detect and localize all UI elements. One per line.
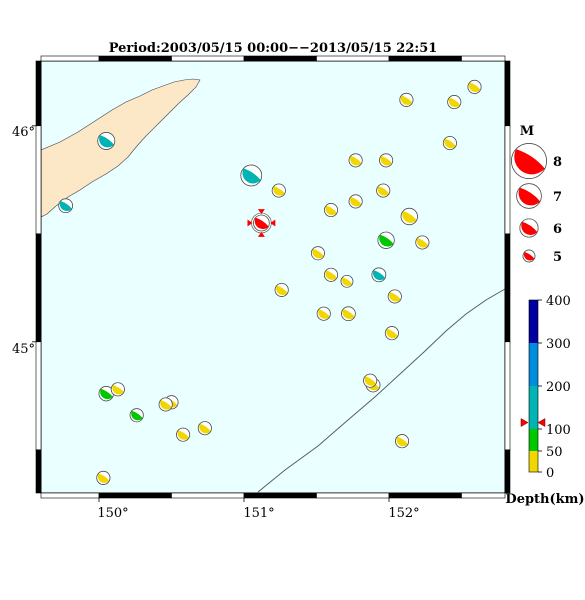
event-marker [442,136,457,151]
event-marker [310,246,325,261]
event-marker [447,95,462,110]
depth-tick-label: 0 [546,466,554,481]
event-marker [324,203,338,218]
event-marker [96,470,111,485]
main-event-beachball [253,214,270,232]
event-marker [376,183,391,198]
event-marker [377,231,395,249]
event-marker [371,267,387,283]
event-marker [400,207,418,226]
map-title: Period:2003/05/15 00:00−−2013/05/15 22:5… [109,41,438,56]
depth-tick-label: 300 [546,337,571,352]
depth-band [529,300,538,343]
event-marker [271,183,286,198]
event-marker [240,164,263,187]
event-marker [340,274,354,288]
event-marker [395,434,410,449]
event-marker [110,382,125,397]
event-marker [467,79,482,94]
map-frame [32,55,511,502]
depth-color-scale [529,299,542,473]
lon-tick-label: 150° [97,506,128,521]
event-marker [341,306,356,322]
event-marker [158,397,173,412]
lat-tick-label: 45° [12,342,35,357]
depth-tick-label: 400 [546,294,571,309]
magnitude-legend-label: 8 [553,155,562,170]
event-marker [316,306,331,321]
event-marker [348,153,363,168]
event-marker [58,198,73,214]
event-markers [58,79,482,485]
lon-tick-label: 152° [388,506,419,521]
lon-tick-label: 151° [243,506,274,521]
event-marker [348,194,363,209]
event-marker [363,373,378,388]
magnitude-legend-icon [511,143,547,179]
depth-band [529,429,538,451]
event-marker [379,153,394,168]
main-event-marker [247,209,276,237]
magnitude-legend-icon [519,218,539,238]
magnitude-legend-icon [516,183,542,209]
event-marker [97,132,116,150]
depth-tick-label: 50 [546,445,563,460]
event-marker [176,427,191,442]
magnitude-legend-label: 5 [553,250,562,265]
depth-marker-icon [520,418,546,427]
magnitude-legend-header: M [520,124,534,139]
depth-scale-label: Depth(km) [505,492,584,507]
event-marker [384,326,399,341]
magnitude-legend-icon [522,249,536,263]
event-marker [129,408,144,423]
event-marker [197,421,212,436]
depth-band [529,451,538,472]
land-mass [41,78,201,218]
magnitude-legend-label: 7 [553,190,562,205]
magnitude-legend-label: 6 [553,222,562,237]
event-marker [387,289,402,304]
event-marker [415,235,430,250]
magnitude-legend [511,143,547,263]
depth-band [529,386,538,429]
lat-tick-label: 46° [12,125,35,140]
event-marker [399,92,414,107]
plate-boundary-line [257,288,505,493]
depth-tick-label: 200 [546,380,571,395]
event-marker [324,267,338,282]
event-marker [274,282,289,297]
depth-band [529,343,538,386]
depth-tick-label: 100 [546,423,571,438]
